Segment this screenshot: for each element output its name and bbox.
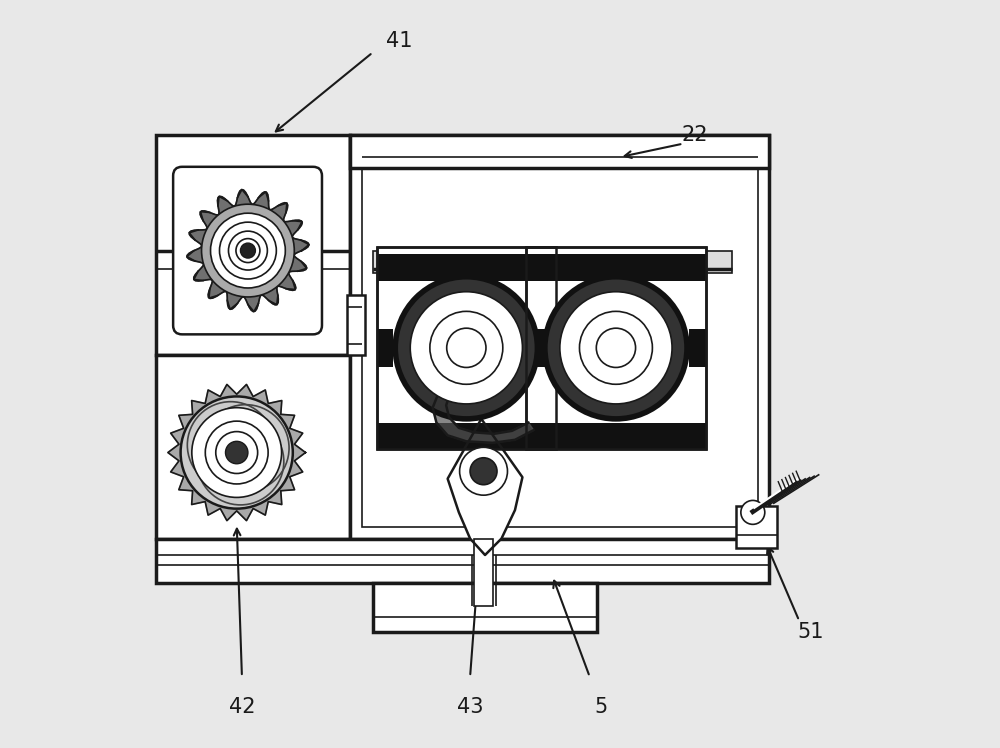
Bar	[526, 254, 706, 280]
Polygon shape	[448, 419, 522, 555]
Circle shape	[192, 408, 282, 497]
Bar	[373, 583, 597, 632]
Text: 41: 41	[386, 31, 412, 51]
Bar	[736, 506, 777, 548]
Text: 51: 51	[797, 622, 824, 642]
Bar	[373, 251, 732, 273]
Circle shape	[220, 222, 276, 279]
Bar	[526, 329, 543, 367]
Bar	[156, 135, 350, 355]
Bar	[526, 423, 706, 449]
Polygon shape	[187, 189, 309, 312]
FancyBboxPatch shape	[173, 167, 322, 334]
Bar	[362, 150, 758, 527]
Circle shape	[741, 500, 765, 524]
Bar	[347, 295, 365, 355]
Text: 22: 22	[681, 125, 708, 144]
Circle shape	[205, 421, 268, 484]
Text: 43: 43	[457, 697, 483, 717]
Text: 5: 5	[594, 697, 608, 717]
Bar	[474, 539, 493, 606]
Circle shape	[202, 204, 294, 297]
Bar	[526, 247, 706, 449]
Circle shape	[211, 213, 285, 288]
Bar	[689, 329, 706, 367]
Circle shape	[395, 277, 537, 419]
Polygon shape	[433, 389, 534, 443]
Bar	[377, 247, 556, 449]
Bar	[156, 539, 769, 583]
Circle shape	[560, 292, 672, 404]
Circle shape	[410, 292, 522, 404]
Circle shape	[228, 231, 267, 270]
Circle shape	[545, 277, 687, 419]
Bar	[377, 254, 556, 280]
Bar	[540, 329, 556, 367]
Circle shape	[460, 447, 507, 495]
Text: 42: 42	[229, 697, 255, 717]
Bar	[156, 355, 350, 539]
Bar	[377, 423, 556, 449]
Circle shape	[216, 432, 258, 473]
Bar	[350, 135, 769, 168]
Circle shape	[470, 458, 497, 485]
Bar	[377, 247, 556, 449]
Circle shape	[240, 243, 255, 258]
Circle shape	[181, 396, 293, 509]
Bar	[526, 247, 706, 449]
Bar	[350, 135, 769, 539]
Circle shape	[225, 441, 248, 464]
Bar	[377, 329, 393, 367]
Circle shape	[236, 239, 260, 263]
Polygon shape	[168, 384, 306, 521]
